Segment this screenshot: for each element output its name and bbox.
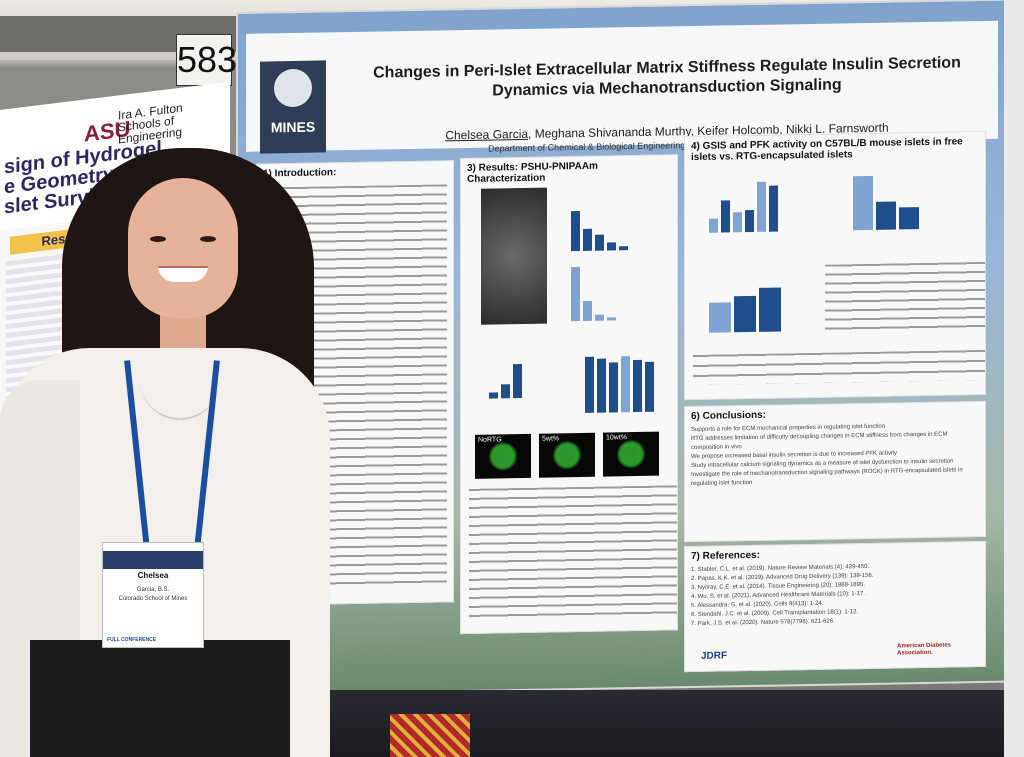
booth-number-left: 583 <box>176 34 237 86</box>
conclusions-panel: 6) Conclusions: Supports a role for ECM … <box>684 400 986 543</box>
person-smile <box>158 266 208 282</box>
badge-conference: FULL CONFERENCE <box>107 637 157 643</box>
badge-fullname: Garcia, B.S. <box>136 587 170 593</box>
pfk-activity-chart <box>709 275 781 333</box>
conclusion-item: Investigate the role of mechanotransduct… <box>691 467 963 488</box>
intro-heading: 1) Introduction: <box>263 167 337 180</box>
histogram-b <box>571 264 616 322</box>
person-pants <box>30 640 290 757</box>
mines-logo-icon <box>274 68 312 108</box>
badge-affiliation: Colorado School of Mines <box>118 596 188 602</box>
figure-2-caption <box>825 261 986 335</box>
person-face <box>128 178 238 318</box>
references-panel: 7) References: 1. Stabler, C.L. et al. (… <box>684 540 986 673</box>
cell-image-nortg: NoRTG <box>475 433 531 479</box>
badge-name: Chelsea <box>137 571 169 580</box>
mines-logo: MINES <box>260 60 326 154</box>
ada-logo: American Diabetes Association. <box>897 642 952 657</box>
stimulation-index-chart <box>853 169 919 231</box>
carpet <box>390 714 470 757</box>
sem-image <box>481 187 547 325</box>
display-post <box>1004 0 1024 757</box>
results-text <box>469 485 678 619</box>
gsis-panel: 4) GSIS and PFK activity on C57BL/B mous… <box>684 130 986 401</box>
person-eye <box>200 236 216 242</box>
cell-image-10wt: 10wt% <box>603 431 659 477</box>
storage-modulus-chart <box>489 354 522 399</box>
results-heading: 3) Results: PSHU-PNIPAAm Characterizatio… <box>467 160 598 185</box>
research-poster: MINES Changes in Peri-Islet Extracellula… <box>236 0 1010 696</box>
necklace <box>140 368 220 420</box>
poster-title: Changes in Peri-Islet Extracellular Matr… <box>373 54 961 100</box>
badge-band <box>103 551 203 569</box>
name-badge: Chelsea Garcia, B.S. Colorado School of … <box>102 542 204 648</box>
insulin-secretion-chart <box>709 172 778 233</box>
gsis-findings <box>693 349 985 386</box>
histogram-a <box>571 200 628 252</box>
person-eye <box>150 236 166 242</box>
cell-image-5wt: 5wt% <box>539 432 595 478</box>
jdrf-logo: JDRF <box>701 650 728 662</box>
viability-chart <box>585 352 654 413</box>
results-panel: 3) Results: PSHU-PNIPAAm Characterizatio… <box>460 154 678 635</box>
gsis-heading: 4) GSIS and PFK activity on C57BL/B mous… <box>691 136 963 164</box>
